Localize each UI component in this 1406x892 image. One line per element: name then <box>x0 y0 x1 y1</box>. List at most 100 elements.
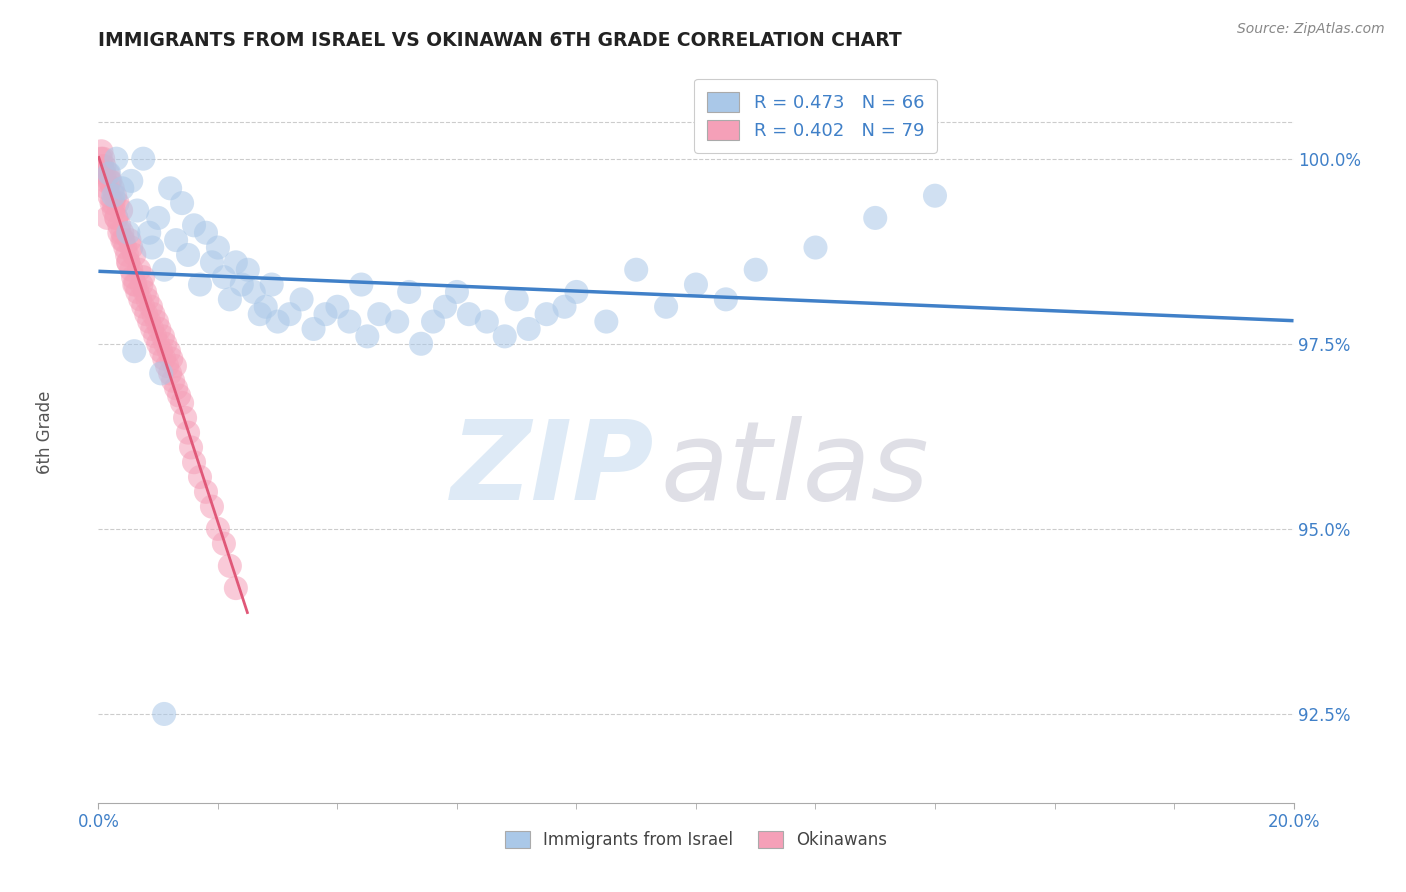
Point <box>655 300 678 314</box>
Point <box>183 455 205 469</box>
Point <box>249 307 271 321</box>
Point <box>108 219 131 233</box>
Point <box>163 359 186 373</box>
Legend: Immigrants from Israel, Okinawans: Immigrants from Israel, Okinawans <box>496 822 896 857</box>
Point <box>195 484 218 499</box>
Point <box>422 315 444 329</box>
Point <box>398 285 420 299</box>
Point <box>212 536 235 550</box>
Point <box>129 293 152 307</box>
Point <box>94 174 117 188</box>
Point <box>225 581 247 595</box>
Point <box>122 270 145 285</box>
Point <box>924 188 946 202</box>
Point <box>167 389 190 403</box>
Point <box>267 315 290 329</box>
Point <box>98 174 122 188</box>
Point <box>124 277 146 292</box>
Point <box>118 233 141 247</box>
Text: Source: ZipAtlas.com: Source: ZipAtlas.com <box>1237 22 1385 37</box>
Point <box>350 277 373 292</box>
Point <box>112 233 135 247</box>
Point <box>172 196 194 211</box>
Point <box>177 425 200 440</box>
Point <box>108 226 131 240</box>
Text: IMMIGRANTS FROM ISRAEL VS OKINAWAN 6TH GRADE CORRELATION CHART: IMMIGRANTS FROM ISRAEL VS OKINAWAN 6TH G… <box>98 31 903 50</box>
Point <box>100 196 122 211</box>
Point <box>148 336 170 351</box>
Point <box>225 255 247 269</box>
Point <box>98 174 121 188</box>
Point <box>494 329 516 343</box>
Point <box>101 181 124 195</box>
Point <box>91 159 114 173</box>
Point <box>243 285 266 299</box>
Point <box>595 315 617 329</box>
Text: ZIP: ZIP <box>451 417 654 523</box>
Point <box>114 241 136 255</box>
Point <box>117 226 139 240</box>
Point <box>91 152 114 166</box>
Point <box>142 307 165 321</box>
Point <box>148 211 170 225</box>
Point <box>104 188 127 202</box>
Point <box>132 270 155 285</box>
Point <box>115 248 138 262</box>
Point <box>128 262 150 277</box>
Point <box>153 351 176 366</box>
Point <box>183 219 205 233</box>
Point <box>98 188 121 202</box>
Point <box>180 441 202 455</box>
Point <box>236 262 259 277</box>
Point <box>150 344 173 359</box>
Point <box>714 293 737 307</box>
Point <box>219 558 242 573</box>
Point <box>865 211 887 225</box>
Point <box>195 226 218 240</box>
Point <box>260 277 283 292</box>
Point <box>132 300 155 314</box>
Point <box>506 293 529 307</box>
Text: atlas: atlas <box>661 417 929 523</box>
Point <box>136 293 159 307</box>
Point <box>93 159 115 173</box>
Point <box>117 255 139 269</box>
Point <box>143 329 166 343</box>
Point <box>103 196 125 211</box>
Point <box>172 396 194 410</box>
Point <box>368 307 391 321</box>
Point <box>97 167 120 181</box>
Point <box>135 307 157 321</box>
Point <box>155 336 177 351</box>
Point <box>165 381 187 395</box>
Point <box>302 322 325 336</box>
Point <box>96 181 118 195</box>
Point <box>124 277 146 292</box>
Point <box>626 262 648 277</box>
Point <box>804 241 827 255</box>
Point <box>565 285 588 299</box>
Point <box>96 211 118 225</box>
Point <box>745 262 768 277</box>
Point <box>165 233 187 247</box>
Point <box>111 181 134 195</box>
Point <box>356 329 378 343</box>
Text: 6th Grade: 6th Grade <box>35 391 53 475</box>
Point <box>177 248 200 262</box>
Point <box>207 241 229 255</box>
Point <box>134 285 156 299</box>
Point <box>411 336 433 351</box>
Point <box>153 262 176 277</box>
Point <box>434 300 457 314</box>
Point <box>111 226 134 240</box>
Point <box>148 322 170 336</box>
Point <box>207 522 229 536</box>
Point <box>90 152 112 166</box>
Point <box>120 241 142 255</box>
Point <box>105 211 128 225</box>
Point <box>138 315 160 329</box>
Point <box>127 203 149 218</box>
Point <box>188 277 211 292</box>
Point <box>90 145 112 159</box>
Point <box>138 226 160 240</box>
